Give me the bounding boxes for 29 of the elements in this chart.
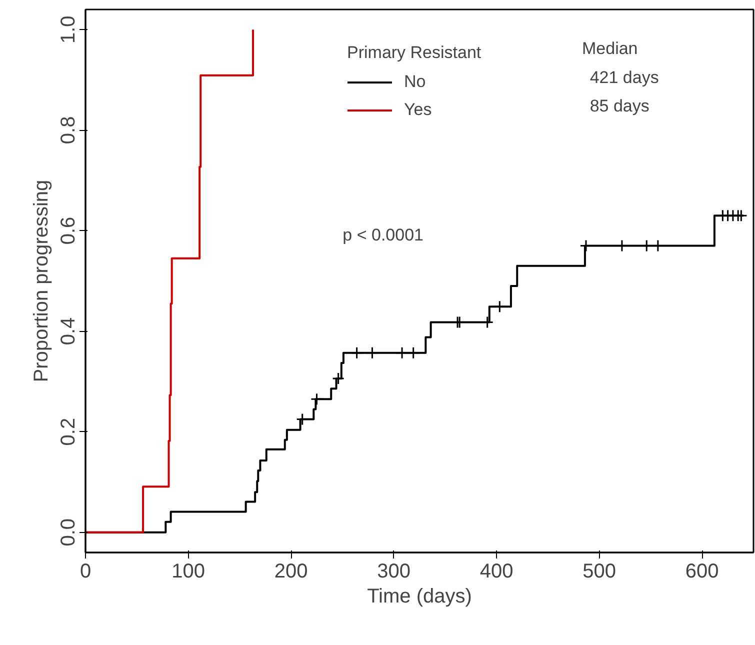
annotation: 85 days <box>590 96 650 116</box>
point <box>407 346 420 360</box>
point <box>350 346 364 360</box>
x-tick-label: 600 <box>685 560 719 582</box>
legend-label: Yes <box>404 99 432 121</box>
x-tick-label: 0 <box>80 560 92 582</box>
y-tick-label: 0.8 <box>58 116 80 144</box>
point <box>332 372 345 385</box>
legend-title: Primary Resistant <box>347 43 482 63</box>
x-tick-label: 500 <box>582 560 616 582</box>
x-tick-label: 400 <box>480 560 514 582</box>
x-tick-label: 200 <box>274 560 308 582</box>
y-tick-label: 1.0 <box>58 16 80 44</box>
y-tick-label: 0.4 <box>58 317 80 346</box>
annotation: p < 0.0001 <box>342 225 424 244</box>
x-tick-label: 100 <box>172 560 205 582</box>
legend-label: No <box>404 71 426 93</box>
y-tick-label: 0.2 <box>58 418 80 446</box>
point <box>493 300 506 313</box>
point <box>366 346 378 360</box>
point <box>396 346 408 360</box>
y-tick-label: 0.6 <box>58 216 80 245</box>
annotation: 421 days <box>590 68 659 87</box>
x-tick-label: 300 <box>377 560 410 582</box>
y-tick-label: 0.0 <box>58 518 80 546</box>
point <box>310 392 323 406</box>
annotation: Median <box>582 39 638 58</box>
x-axis-title: Time (days) <box>367 586 472 608</box>
y-axis-title: Proportion progressing <box>30 180 52 382</box>
